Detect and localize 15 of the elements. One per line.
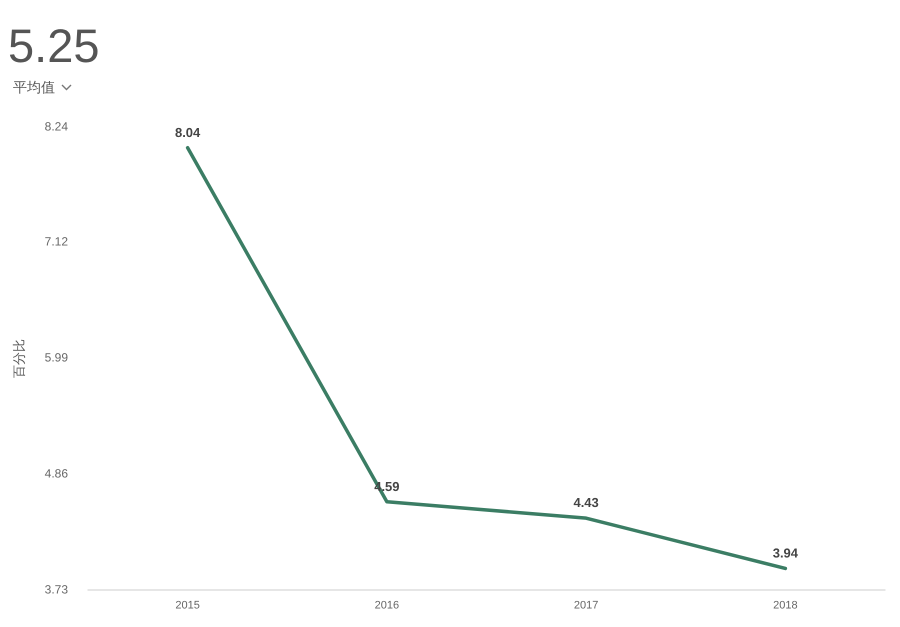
- chart-title: 5.25: [8, 19, 100, 72]
- data-label: 4.43: [573, 495, 599, 510]
- y-axis-title: 百分比: [11, 339, 26, 378]
- data-label: 3.94: [772, 546, 799, 561]
- y-tick-label: 8.24: [44, 120, 68, 134]
- x-tick-label: 2017: [574, 600, 598, 612]
- y-tick-label: 7.12: [44, 234, 68, 248]
- chart-subtitle: 平均值: [13, 79, 55, 95]
- y-tick-label: 4.86: [44, 466, 68, 480]
- y-tick-label: 5.99: [44, 350, 68, 364]
- x-tick-label: 2018: [773, 600, 798, 612]
- x-tick-label: 2016: [374, 600, 400, 612]
- data-label: 8.04: [174, 124, 202, 140]
- x-tick-label: 2015: [175, 600, 200, 612]
- y-tick-label: 3.73: [44, 582, 68, 596]
